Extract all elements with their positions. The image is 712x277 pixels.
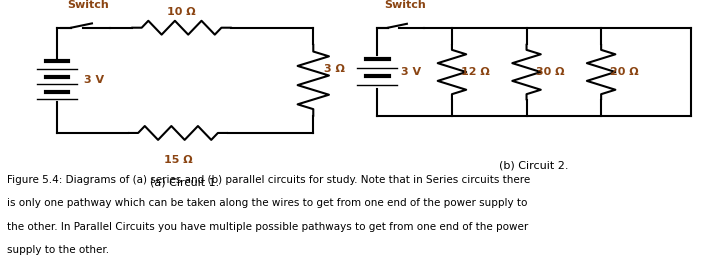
Text: 3 V: 3 V (401, 67, 421, 77)
Text: 20 Ω: 20 Ω (610, 67, 639, 77)
Text: 3 V: 3 V (84, 75, 104, 85)
Text: Figure 5.4: Diagrams of (a) series and (b) parallel circuits for study. Note tha: Figure 5.4: Diagrams of (a) series and (… (7, 175, 530, 184)
Text: Switch: Switch (384, 0, 426, 10)
Text: Switch: Switch (68, 0, 110, 10)
Text: 15 Ω: 15 Ω (164, 155, 192, 165)
Text: 3 Ω: 3 Ω (324, 64, 345, 74)
Text: (a) Circuit 1.: (a) Circuit 1. (150, 177, 220, 187)
Text: is only one pathway which can be taken along the wires to get from one end of th: is only one pathway which can be taken a… (7, 198, 528, 208)
Text: 10 Ω: 10 Ω (167, 7, 196, 17)
Text: 30 Ω: 30 Ω (536, 67, 565, 77)
Text: the other. In Parallel Circuits you have multiple possible pathways to get from : the other. In Parallel Circuits you have… (7, 222, 528, 232)
Text: (b) Circuit 2.: (b) Circuit 2. (499, 161, 569, 171)
Text: supply to the other.: supply to the other. (7, 245, 109, 255)
Text: 12 Ω: 12 Ω (461, 67, 490, 77)
